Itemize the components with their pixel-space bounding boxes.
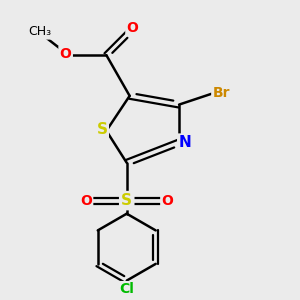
Text: N: N <box>178 135 191 150</box>
Text: S: S <box>97 122 107 137</box>
Text: O: O <box>127 20 139 34</box>
Text: S: S <box>121 193 132 208</box>
Text: Br: Br <box>212 86 230 100</box>
Text: O: O <box>80 194 92 208</box>
Text: O: O <box>60 47 72 61</box>
Text: Cl: Cl <box>119 282 134 296</box>
Text: O: O <box>161 194 173 208</box>
Text: CH₃: CH₃ <box>28 26 51 38</box>
